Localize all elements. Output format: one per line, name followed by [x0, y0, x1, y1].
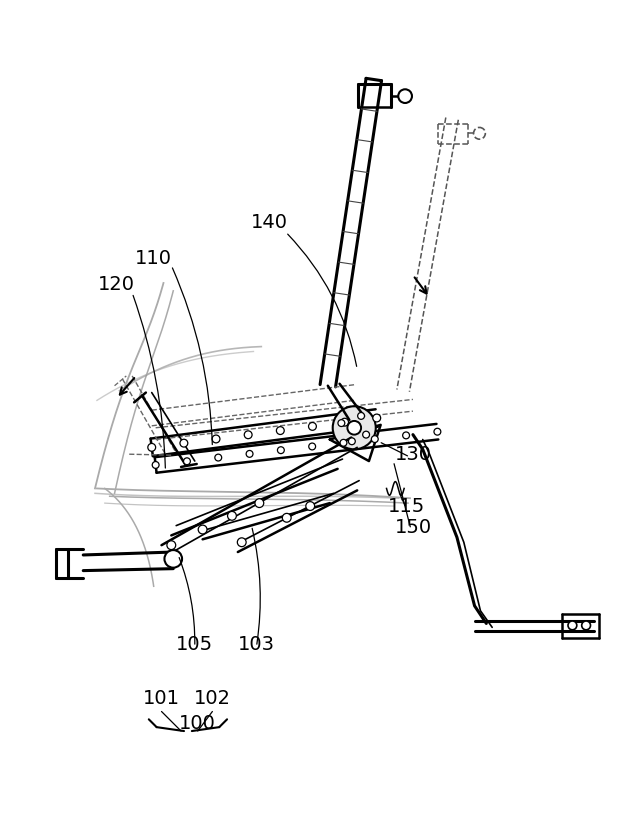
- Circle shape: [276, 426, 284, 435]
- Circle shape: [348, 438, 355, 445]
- Circle shape: [212, 435, 220, 443]
- Text: 100: 100: [179, 714, 216, 732]
- Circle shape: [198, 525, 207, 534]
- Circle shape: [434, 428, 441, 435]
- Circle shape: [338, 420, 345, 426]
- Text: 105: 105: [176, 635, 213, 655]
- Circle shape: [474, 127, 485, 139]
- Circle shape: [255, 499, 264, 507]
- Circle shape: [152, 461, 159, 468]
- Text: 103: 103: [238, 635, 275, 655]
- Circle shape: [180, 439, 188, 447]
- Circle shape: [148, 443, 156, 451]
- Circle shape: [308, 422, 316, 431]
- Circle shape: [167, 541, 176, 549]
- Circle shape: [282, 513, 291, 522]
- Text: 115: 115: [387, 497, 425, 516]
- Circle shape: [278, 446, 284, 454]
- Circle shape: [333, 406, 376, 449]
- Text: 102: 102: [194, 689, 231, 708]
- Text: 101: 101: [143, 689, 180, 708]
- Circle shape: [306, 502, 315, 511]
- Text: 140: 140: [251, 213, 287, 232]
- Text: 150: 150: [394, 518, 431, 537]
- Circle shape: [340, 418, 349, 426]
- Circle shape: [373, 414, 381, 422]
- Circle shape: [398, 89, 412, 103]
- Circle shape: [237, 538, 246, 547]
- Circle shape: [403, 432, 410, 439]
- Circle shape: [340, 440, 347, 446]
- Circle shape: [582, 621, 591, 630]
- Circle shape: [358, 412, 365, 420]
- Circle shape: [371, 436, 378, 442]
- Circle shape: [228, 512, 236, 520]
- Text: 120: 120: [98, 275, 135, 294]
- Circle shape: [184, 458, 190, 465]
- Circle shape: [164, 550, 182, 568]
- Circle shape: [246, 451, 253, 457]
- Text: 110: 110: [135, 249, 172, 268]
- Circle shape: [308, 443, 316, 450]
- Circle shape: [244, 431, 252, 439]
- Circle shape: [348, 421, 361, 435]
- Circle shape: [363, 431, 369, 438]
- Circle shape: [568, 621, 577, 630]
- Circle shape: [169, 554, 178, 563]
- Circle shape: [215, 454, 221, 461]
- Text: 130: 130: [394, 445, 431, 464]
